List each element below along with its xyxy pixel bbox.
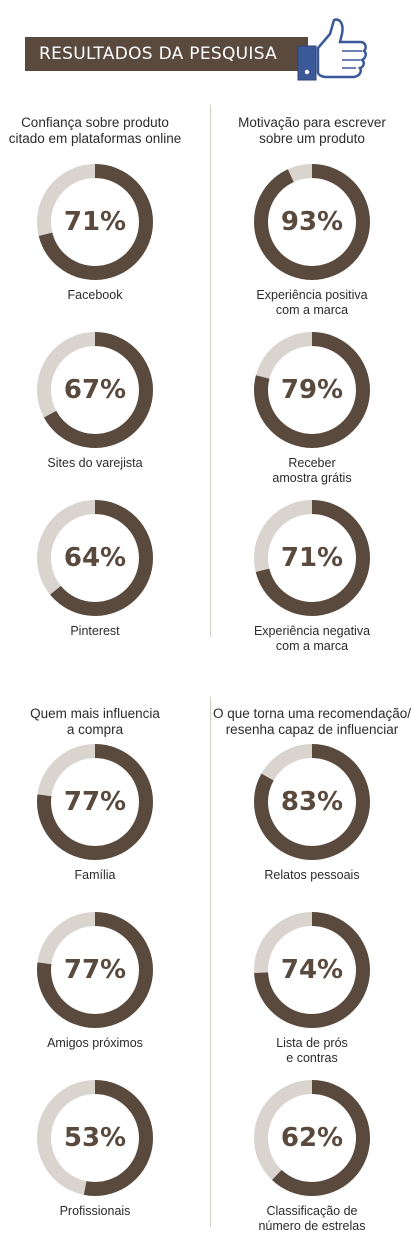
donut-value-arc [254,912,370,1028]
donut-chart: 71% [250,496,374,620]
percentage-value: 71% [63,207,127,237]
slice-label: Amigos próximos [47,1036,143,1050]
slice-label: Relatos pessoais [264,868,360,882]
chart-title-2: Motivação para escrever sobre um produto [238,115,386,146]
percentage-value: 83% [280,787,344,817]
slice-label: Lista de prós e contras [276,1036,348,1065]
donut-chart: 64% [33,496,157,620]
donut-chart: 62% [250,1076,374,1200]
donut-chart: 67% [33,328,157,452]
percentage-value: 74% [280,955,344,985]
donut-chart: 79% [250,328,374,452]
slice-label: Profissionais [59,1204,131,1218]
donut-value-arc [37,500,153,616]
percentage-value: 64% [63,543,127,573]
percentage-value: 79% [280,375,344,405]
donut-chart: 74% [250,908,374,1032]
donut-value-arc [37,1080,153,1196]
column-divider-top [210,105,211,637]
donut-value-arc [254,500,370,616]
donut-chart: 53% [33,1076,157,1200]
percentage-value: 67% [63,375,127,405]
percentage-value: 93% [280,207,344,237]
donut-chart: 77% [33,908,157,1032]
chart-title-1: Confiança sobre produto citado em plataf… [8,115,182,146]
donut-chart: 71% [33,160,157,284]
slice-label: Sites do varejista [47,456,143,470]
slice-label: Facebook [67,288,123,302]
percentage-value: 62% [280,1123,344,1153]
slice-label: Receber amostra grátis [272,456,352,485]
donut-value-arc [254,1080,370,1196]
donut-value-arc [37,744,153,860]
slice-label: Família [74,868,116,882]
donut-value-arc [37,164,153,280]
percentage-value: 77% [63,955,127,985]
slice-label: Experiência positiva com a marca [256,288,368,317]
donut-chart: 93% [250,160,374,284]
survey-results-banner: RESULTADOS DA PESQUISA [25,37,308,71]
donut-chart: 83% [250,740,374,864]
percentage-value: 77% [63,787,127,817]
percentage-value: 53% [63,1123,127,1153]
donut-value-arc [254,744,370,860]
slice-label: Pinterest [70,624,120,638]
percentage-value: 71% [280,543,344,573]
donut-value-arc [37,332,153,448]
thumbs-up-icon [297,18,367,81]
donut-value-arc [254,332,370,448]
chart-title-4: O que torna uma recomendação/ resenha ca… [212,706,412,737]
donut-value-arc [37,912,153,1028]
column-divider-bottom [210,697,211,1227]
donut-value-arc [254,164,370,280]
slice-label: Classificação de número de estrelas [258,1204,366,1233]
slice-label: Experiência negativa com a marca [253,624,371,653]
chart-title-3: Quem mais influencia a compra [30,706,160,737]
donut-chart: 77% [33,740,157,864]
